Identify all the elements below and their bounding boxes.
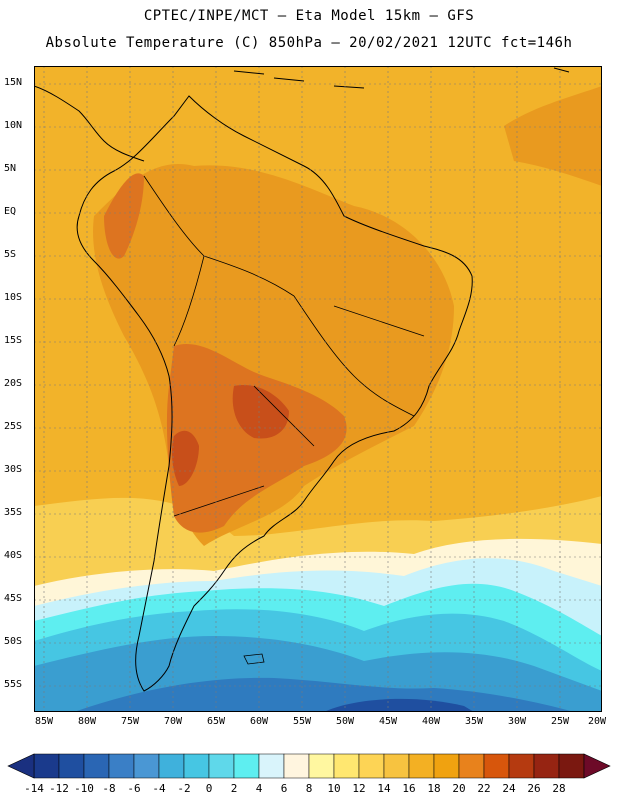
field-very-hot-pampas: [171, 430, 199, 486]
colorbar-cell: [433, 753, 460, 779]
title-line-2: Absolute Temperature (C) 850hPa – 20/02/…: [45, 35, 573, 51]
lat-label: 45S: [4, 593, 23, 604]
colorbar-cell: [383, 753, 410, 779]
field-warm-caribbean: [504, 86, 602, 186]
colorbar-cell: [483, 753, 510, 779]
colorbar-label: 14: [377, 782, 391, 795]
colorbar-label: 6: [280, 782, 288, 795]
colorbar-cell: [208, 753, 235, 779]
colorbar-arrow-high: [583, 753, 611, 779]
colorbar-label: 8: [305, 782, 313, 795]
field-deep-blue-patch: [324, 698, 474, 712]
colorbar-cell: [458, 753, 485, 779]
lon-label: 60W: [249, 716, 269, 727]
colorbar-cell: [333, 753, 360, 779]
lon-label: 85W: [34, 716, 54, 727]
lat-label: 30S: [4, 464, 23, 475]
colorbar-label: 26: [527, 782, 541, 795]
colorbar-label: 20: [452, 782, 466, 795]
colorbar-cell: [133, 753, 160, 779]
lon-label: 50W: [335, 716, 355, 727]
colorbar-label: -12: [49, 782, 69, 795]
colorbar-label: 0: [205, 782, 213, 795]
lon-label: 40W: [421, 716, 441, 727]
colorbar-cell: [158, 753, 185, 779]
lat-label: 15N: [4, 77, 23, 88]
colorbar-arrow-low: [7, 753, 35, 779]
colorbar-label: 24: [502, 782, 516, 795]
field-very-hot-chaco: [232, 385, 289, 439]
colorbar-cell: [533, 753, 560, 779]
lat-label: 5S: [4, 249, 17, 260]
colorbar-cell: [308, 753, 335, 779]
colorbar-cell: [183, 753, 210, 779]
colorbar-cell: [108, 753, 135, 779]
falkland-islands: [243, 653, 265, 665]
colorbar-cell: [358, 753, 385, 779]
colorbar-label: -10: [74, 782, 94, 795]
title-line-1: CPTEC/INPE/MCT – Eta Model 15km – GFS: [143, 8, 475, 24]
colorbar-cell: [508, 753, 535, 779]
lon-label: 35W: [464, 716, 484, 727]
colorbar: [7, 753, 611, 779]
lat-label: 20S: [4, 378, 23, 389]
lon-label: 80W: [77, 716, 97, 727]
lon-label: 20W: [587, 716, 607, 727]
lon-label: 65W: [206, 716, 226, 727]
lat-label: EQ: [4, 206, 17, 217]
lat-label: 50S: [4, 636, 23, 647]
colorbar-label: 16: [402, 782, 416, 795]
south-america-coastline: [76, 95, 473, 692]
lat-label: 10N: [4, 120, 23, 131]
colorbar-label: 22: [477, 782, 491, 795]
colorbar-label: 12: [352, 782, 366, 795]
map-frame: [34, 66, 602, 712]
lat-label: 15S: [4, 335, 23, 346]
colorbar-label: -6: [127, 782, 141, 795]
colorbar-cell: [408, 753, 435, 779]
lat-label: 25S: [4, 421, 23, 432]
lat-label: 5N: [4, 163, 17, 174]
colorbar-label: 18: [427, 782, 441, 795]
lon-label: 30W: [507, 716, 527, 727]
colorbar-label: 4: [255, 782, 263, 795]
colorbar-label: -2: [177, 782, 191, 795]
colorbar-label: -4: [152, 782, 166, 795]
colorbar-cell: [58, 753, 85, 779]
central-america-outline: [34, 85, 145, 162]
lon-label: 25W: [550, 716, 570, 727]
colorbar-cell: [83, 753, 110, 779]
country-borders: [143, 175, 425, 517]
lon-label: 75W: [120, 716, 140, 727]
lat-label: 35S: [4, 507, 23, 518]
colorbar-cell: [233, 753, 260, 779]
colorbar-label: 10: [327, 782, 341, 795]
lat-label: 10S: [4, 292, 23, 303]
field-hot-andes-north: [104, 173, 144, 259]
colorbar-label: -14: [24, 782, 44, 795]
lon-label: 70W: [163, 716, 183, 727]
colorbar-label: -8: [102, 782, 116, 795]
colorbar-cell: [558, 753, 585, 779]
lon-label: 55W: [292, 716, 312, 727]
colorbar-label: 2: [230, 782, 238, 795]
lon-label: 45W: [378, 716, 398, 727]
lat-label: 40S: [4, 550, 23, 561]
colorbar-cell: [258, 753, 285, 779]
temperature-map: [34, 66, 602, 712]
colorbar-cell: [283, 753, 310, 779]
colorbar-cell: [33, 753, 60, 779]
lat-label: 55S: [4, 679, 23, 690]
caribbean-islands: [233, 67, 570, 89]
colorbar-label: 28: [552, 782, 566, 795]
